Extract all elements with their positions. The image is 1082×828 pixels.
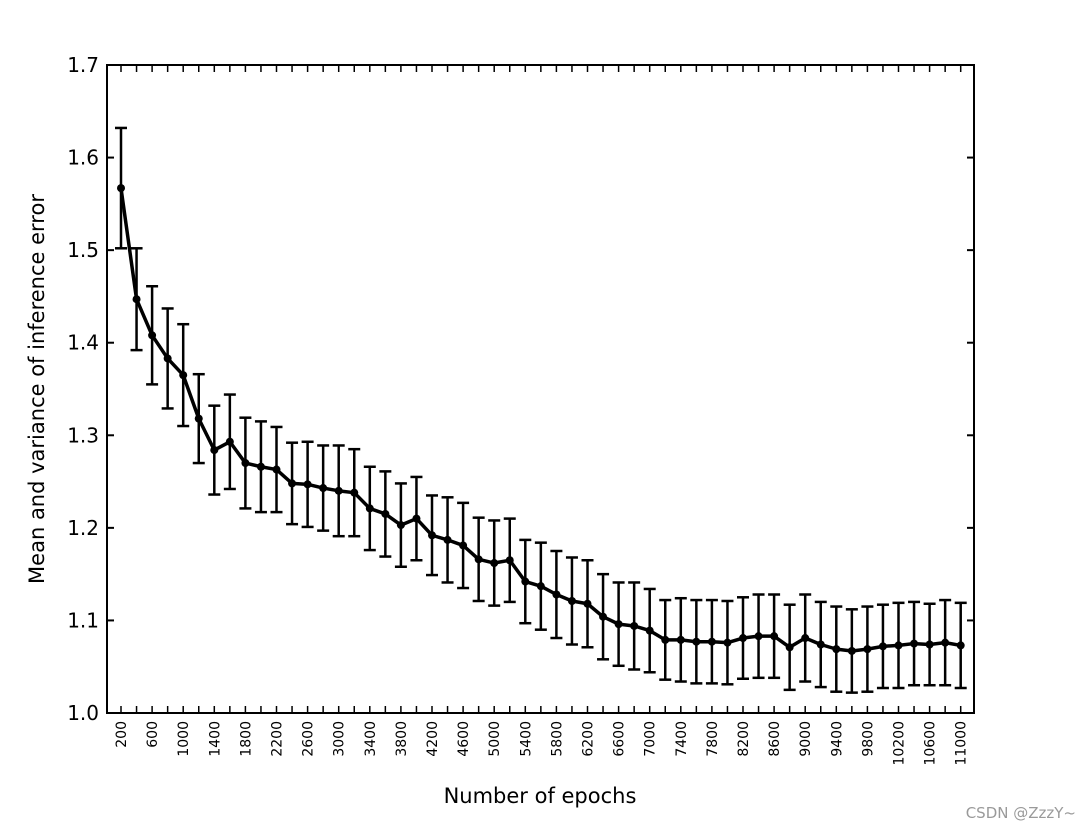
- data-point: [505, 556, 514, 565]
- x-tick-label: 1000: [176, 721, 192, 757]
- x-tick-label: 9800: [860, 721, 876, 757]
- data-point: [443, 535, 452, 544]
- y-axis-ticks: 1.0 1.1 1.2 1.3 1.4 1.5 1.6 1.7: [67, 53, 974, 725]
- data-point: [288, 479, 297, 488]
- data-point: [148, 331, 157, 340]
- data-point: [459, 541, 468, 550]
- data-point: [723, 638, 732, 647]
- data-point: [910, 639, 919, 648]
- x-tick-label: 200: [114, 721, 130, 748]
- y-axis-title: Mean and variance of inference error: [25, 194, 49, 584]
- data-point: [536, 582, 545, 591]
- x-tick-label: 9000: [798, 721, 814, 757]
- y-tick-label: 1.2: [67, 516, 99, 540]
- x-tick-label: 11000: [954, 721, 970, 766]
- data-point: [396, 521, 405, 530]
- y-tick-label: 1.6: [67, 146, 99, 170]
- data-point: [676, 635, 685, 644]
- data-point: [474, 555, 483, 564]
- y-tick-label: 1.7: [67, 53, 99, 77]
- x-tick-label: 8200: [736, 721, 752, 757]
- data-point: [132, 295, 141, 304]
- data-point: [381, 509, 390, 518]
- y-tick-label: 1.4: [67, 331, 99, 355]
- data-point: [179, 371, 188, 380]
- x-tick-label: 8600: [767, 721, 783, 757]
- data-point: [334, 486, 343, 495]
- data-point: [770, 632, 779, 641]
- x-tick-label: 7800: [705, 721, 721, 757]
- data-point: [894, 641, 903, 650]
- x-axis-ticks: 200 600 1000 1400 1800 2200 2600 3000 3400 3800 42…: [114, 65, 970, 766]
- data-point: [163, 354, 172, 363]
- x-tick-label: 3800: [394, 721, 410, 757]
- data-point: [614, 620, 623, 629]
- x-tick-label: 10600: [923, 721, 939, 766]
- data-point: [117, 184, 125, 193]
- data-point: [707, 637, 716, 646]
- x-tick-label: 4200: [425, 721, 441, 757]
- data-point: [194, 414, 203, 423]
- data-point: [567, 596, 576, 605]
- x-tick-label: 9400: [829, 721, 845, 757]
- y-tick-label: 1.0: [67, 701, 99, 725]
- x-tick-label: 600: [145, 721, 161, 748]
- data-point: [303, 480, 312, 489]
- x-tick-label: 10200: [892, 721, 908, 766]
- data-point: [692, 637, 701, 646]
- data-points: [117, 184, 965, 655]
- x-tick-label: 1400: [207, 721, 223, 757]
- data-point: [878, 642, 887, 651]
- data-point: [925, 640, 934, 649]
- x-axis-title: Number of epochs: [444, 784, 637, 808]
- x-tick-label: 6200: [581, 721, 597, 757]
- data-point: [490, 559, 499, 568]
- data-point: [754, 632, 763, 641]
- x-tick-label: 5800: [549, 721, 565, 757]
- x-tick-label: 4600: [456, 721, 472, 757]
- error-bars: [115, 126, 967, 694]
- x-tick-label: 6600: [612, 721, 628, 757]
- data-point: [956, 641, 965, 650]
- data-point: [816, 640, 825, 649]
- x-tick-label: 3400: [363, 721, 379, 757]
- y-tick-label: 1.5: [67, 238, 99, 262]
- y-tick-label: 1.3: [67, 423, 99, 447]
- data-point: [583, 599, 592, 608]
- data-point: [847, 646, 856, 655]
- x-tick-label: 7000: [643, 721, 659, 757]
- data-point: [863, 645, 872, 654]
- data-point: [412, 514, 421, 523]
- data-point: [739, 634, 747, 643]
- data-point: [521, 577, 530, 586]
- data-point: [552, 590, 561, 599]
- data-point: [365, 504, 374, 513]
- data-point: [832, 645, 841, 654]
- data-point: [210, 446, 219, 455]
- data-point: [785, 643, 794, 652]
- data-point: [661, 635, 670, 644]
- data-point: [350, 488, 359, 497]
- data-point: [256, 462, 265, 471]
- data-point: [801, 634, 810, 643]
- x-tick-label: 7400: [674, 721, 690, 757]
- x-tick-label: 5400: [518, 721, 534, 757]
- data-point: [225, 437, 234, 446]
- data-point: [428, 531, 436, 540]
- data-point: [319, 484, 328, 493]
- data-point: [272, 465, 281, 474]
- y-tick-label: 1.1: [67, 608, 99, 632]
- data-point: [645, 626, 654, 635]
- watermark: CSDN @ZzzY~: [965, 804, 1076, 822]
- x-tick-label: 5000: [487, 721, 503, 757]
- data-point: [630, 621, 639, 630]
- x-tick-label: 3000: [332, 721, 348, 757]
- x-tick-label: 2600: [301, 721, 317, 757]
- data-point: [941, 638, 950, 647]
- data-point: [241, 459, 250, 468]
- x-tick-label: 1800: [238, 721, 254, 757]
- data-point: [599, 612, 608, 621]
- x-tick-label: 2200: [270, 721, 286, 757]
